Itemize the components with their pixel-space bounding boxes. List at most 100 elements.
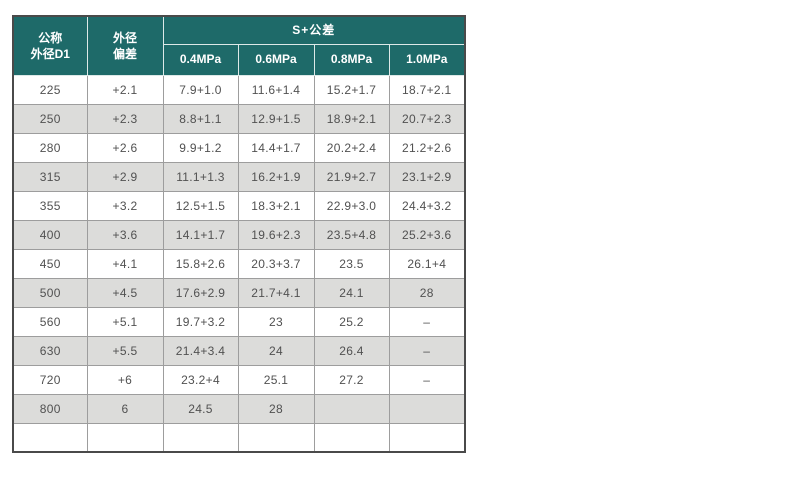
cell-1-0mpa — [388, 393, 466, 424]
cell-0-8mpa — [313, 393, 390, 424]
cell-nominal-od: 800 — [12, 393, 88, 424]
cell-nominal-od: 355 — [12, 190, 88, 221]
cell-0-4mpa: 12.5+1.5 — [162, 190, 239, 221]
cell-nominal-od — [12, 422, 88, 453]
cell-0-4mpa: 15.8+2.6 — [162, 248, 239, 279]
cell-1-0mpa: – — [388, 306, 466, 337]
cell-1-0mpa: 23.1+2.9 — [388, 161, 466, 192]
table-row: 250 +2.3 8.8+1.1 12.9+1.5 18.9+2.1 20.7+… — [12, 103, 466, 134]
cell-0-4mpa: 7.9+1.0 — [162, 74, 239, 105]
cell-0-4mpa — [162, 422, 239, 453]
header-row-pressures: 0.4MPa 0.6MPa 0.8MPa 1.0MPa — [13, 43, 466, 76]
cell-nominal-od: 315 — [12, 161, 88, 192]
cell-od-deviation: +3.2 — [86, 190, 164, 221]
cell-1-0mpa: 21.2+2.6 — [388, 132, 466, 163]
cell-0-4mpa: 14.1+1.7 — [162, 219, 239, 250]
cell-0-4mpa: 11.1+1.3 — [162, 161, 239, 192]
pipe-tolerance-table: 公称 外径D1 外径 偏差 S+公差 0.4MPa 0.6MPa 0.8MPa … — [12, 15, 466, 453]
table-row: 800 6 24.5 28 — [12, 393, 466, 424]
spec-table-container: 公称 外径D1 外径 偏差 S+公差 0.4MPa 0.6MPa 0.8MPa … — [12, 15, 466, 453]
cell-0-8mpa: 15.2+1.7 — [313, 74, 390, 105]
cell-0-4mpa: 21.4+3.4 — [162, 335, 239, 366]
cell-0-6mpa: 11.6+1.4 — [237, 74, 315, 105]
table-row — [12, 422, 466, 453]
cell-nominal-od: 560 — [12, 306, 88, 337]
header-pressure-0-8mpa: 0.8MPa — [313, 43, 390, 76]
cell-0-8mpa — [313, 422, 390, 453]
cell-1-0mpa: – — [388, 364, 466, 395]
cell-1-0mpa: 24.4+3.2 — [388, 190, 466, 221]
cell-od-deviation: +5.1 — [86, 306, 164, 337]
cell-0-4mpa: 19.7+3.2 — [162, 306, 239, 337]
table-row: 280 +2.6 9.9+1.2 14.4+1.7 20.2+2.4 21.2+… — [12, 132, 466, 163]
cell-0-4mpa: 9.9+1.2 — [162, 132, 239, 163]
cell-0-6mpa: 23 — [237, 306, 315, 337]
cell-od-deviation: 6 — [86, 393, 164, 424]
cell-0-6mpa: 25.1 — [237, 364, 315, 395]
table-row: 315 +2.9 11.1+1.3 16.2+1.9 21.9+2.7 23.1… — [12, 161, 466, 192]
cell-od-deviation: +2.1 — [86, 74, 164, 105]
cell-od-deviation: +2.6 — [86, 132, 164, 163]
table-row: 560 +5.1 19.7+3.2 23 25.2 – — [12, 306, 466, 337]
cell-nominal-od: 280 — [12, 132, 88, 163]
header-row-group: 公称 外径D1 外径 偏差 S+公差 — [12, 15, 466, 76]
cell-0-8mpa: 24.1 — [313, 277, 390, 308]
cell-0-6mpa: 19.6+2.3 — [237, 219, 315, 250]
cell-0-6mpa: 14.4+1.7 — [237, 132, 315, 163]
header-pressure-1-0mpa: 1.0MPa — [388, 43, 466, 76]
cell-0-6mpa: 21.7+4.1 — [237, 277, 315, 308]
header-nominal-od: 公称 外径D1 — [12, 15, 88, 76]
cell-od-deviation: +5.5 — [86, 335, 164, 366]
header-pressure-0-4mpa: 0.4MPa — [162, 43, 239, 76]
cell-0-6mpa: 16.2+1.9 — [237, 161, 315, 192]
cell-0-6mpa: 28 — [237, 393, 315, 424]
cell-od-deviation: +2.3 — [86, 103, 164, 134]
header-pressure-0-6mpa: 0.6MPa — [237, 43, 315, 76]
table-row: 630 +5.5 21.4+3.4 24 26.4 – — [12, 335, 466, 366]
cell-od-deviation — [86, 422, 164, 453]
cell-1-0mpa: 20.7+2.3 — [388, 103, 466, 134]
cell-nominal-od: 225 — [12, 74, 88, 105]
cell-0-6mpa: 24 — [237, 335, 315, 366]
cell-1-0mpa: – — [388, 335, 466, 366]
cell-1-0mpa — [388, 422, 466, 453]
cell-0-6mpa: 18.3+2.1 — [237, 190, 315, 221]
cell-0-8mpa: 18.9+2.1 — [313, 103, 390, 134]
table-row: 500 +4.5 17.6+2.9 21.7+4.1 24.1 28 — [12, 277, 466, 308]
cell-1-0mpa: 18.7+2.1 — [388, 74, 466, 105]
cell-0-8mpa: 26.4 — [313, 335, 390, 366]
cell-od-deviation: +6 — [86, 364, 164, 395]
cell-0-8mpa: 21.9+2.7 — [313, 161, 390, 192]
cell-nominal-od: 250 — [12, 103, 88, 134]
cell-0-4mpa: 17.6+2.9 — [162, 277, 239, 308]
cell-0-8mpa: 25.2 — [313, 306, 390, 337]
cell-0-8mpa: 27.2 — [313, 364, 390, 395]
cell-od-deviation: +4.5 — [86, 277, 164, 308]
cell-0-8mpa: 23.5+4.8 — [313, 219, 390, 250]
cell-0-6mpa: 20.3+3.7 — [237, 248, 315, 279]
cell-0-6mpa: 12.9+1.5 — [237, 103, 315, 134]
cell-0-4mpa: 23.2+4 — [162, 364, 239, 395]
header-s-tolerance-group: S+公差 — [162, 15, 466, 45]
table-header: 公称 外径D1 外径 偏差 S+公差 0.4MPa 0.6MPa 0.8MPa … — [12, 15, 466, 76]
cell-0-4mpa: 8.8+1.1 — [162, 103, 239, 134]
cell-od-deviation: +3.6 — [86, 219, 164, 250]
cell-0-4mpa: 24.5 — [162, 393, 239, 424]
table-row: 225 +2.1 7.9+1.0 11.6+1.4 15.2+1.7 18.7+… — [12, 74, 466, 105]
table-body: 225 +2.1 7.9+1.0 11.6+1.4 15.2+1.7 18.7+… — [12, 74, 466, 453]
cell-0-8mpa: 22.9+3.0 — [313, 190, 390, 221]
cell-od-deviation: +2.9 — [86, 161, 164, 192]
cell-1-0mpa: 26.1+4 — [388, 248, 466, 279]
cell-od-deviation: +4.1 — [86, 248, 164, 279]
cell-nominal-od: 720 — [12, 364, 88, 395]
header-od-deviation: 外径 偏差 — [86, 15, 164, 76]
cell-1-0mpa: 25.2+3.6 — [388, 219, 466, 250]
cell-0-6mpa — [237, 422, 315, 453]
cell-nominal-od: 400 — [12, 219, 88, 250]
cell-nominal-od: 450 — [12, 248, 88, 279]
cell-1-0mpa: 28 — [388, 277, 466, 308]
cell-0-8mpa: 23.5 — [313, 248, 390, 279]
table-row: 450 +4.1 15.8+2.6 20.3+3.7 23.5 26.1+4 — [12, 248, 466, 279]
table-row: 355 +3.2 12.5+1.5 18.3+2.1 22.9+3.0 24.4… — [12, 190, 466, 221]
